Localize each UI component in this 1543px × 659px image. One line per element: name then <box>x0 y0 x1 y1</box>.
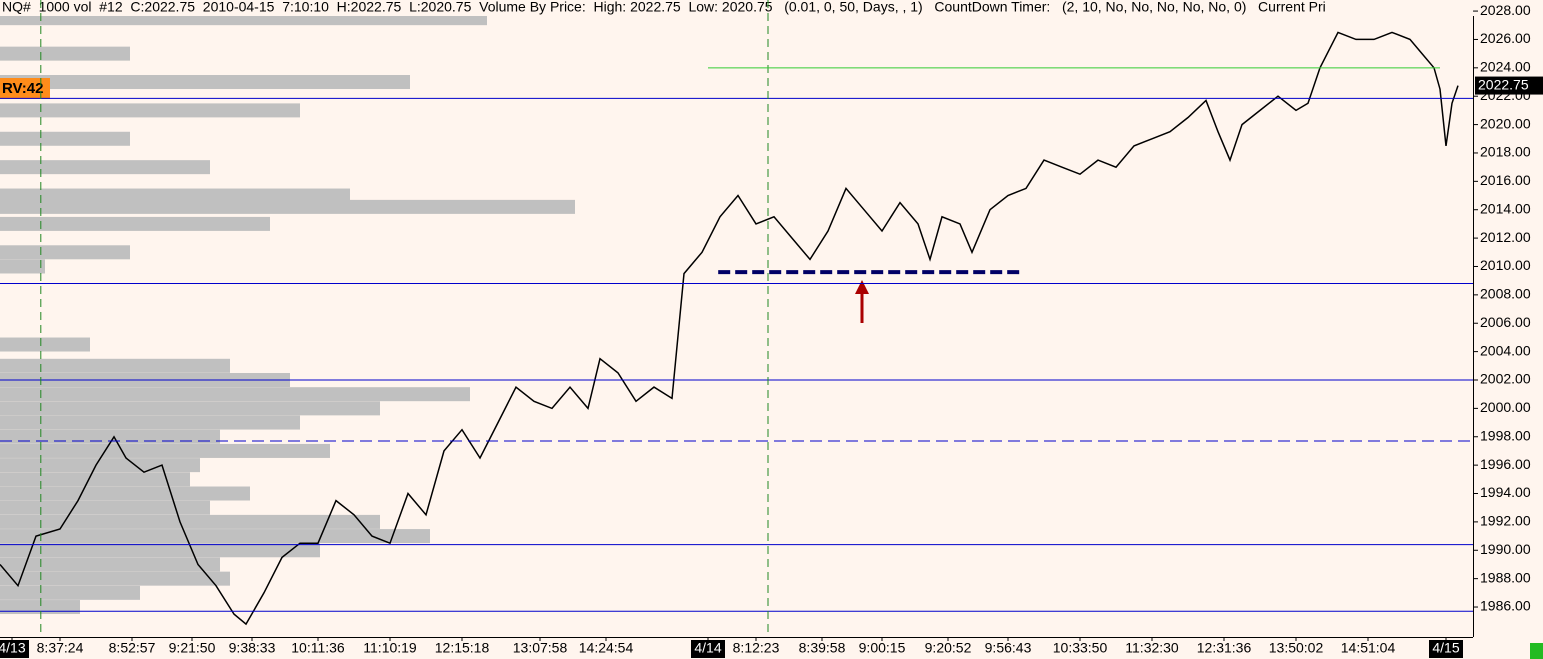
y-tick-label: 2010.00 <box>1480 257 1531 273</box>
profile-bar <box>0 429 220 444</box>
x-tick-label: 4/15 <box>1432 640 1459 656</box>
y-tick-label: 1996.00 <box>1480 456 1531 472</box>
x-tick-label: 12:15:18 <box>435 640 490 656</box>
profile-bar <box>0 585 140 600</box>
profile-bar <box>0 199 575 214</box>
y-tick-label: 2020.00 <box>1480 115 1531 131</box>
profile-bar <box>0 543 320 558</box>
profile-bar <box>0 529 430 544</box>
y-tick-label: 2006.00 <box>1480 314 1531 330</box>
x-tick-label: 12:31:36 <box>1197 640 1252 656</box>
date-box <box>691 640 725 658</box>
profile-bar <box>0 103 300 118</box>
profile-bar <box>0 188 350 203</box>
profile-bar <box>0 358 230 373</box>
rv-box <box>0 78 50 99</box>
date-box <box>0 640 29 658</box>
profile-bar <box>0 245 130 260</box>
y-tick-label: 2002.00 <box>1480 371 1531 387</box>
x-tick-label: 9:38:33 <box>229 640 276 656</box>
profile-bar <box>0 160 210 175</box>
x-tick-label: 11:10:19 <box>363 640 417 656</box>
profile-bar <box>0 486 250 501</box>
header-bg <box>0 0 1480 16</box>
y-tick-label: 2000.00 <box>1480 399 1531 415</box>
x-tick-label: 4/14 <box>694 640 721 656</box>
profile-bar <box>0 387 470 402</box>
profile-bar <box>0 500 210 515</box>
y-tick-label: 1992.00 <box>1480 513 1531 529</box>
y-tick-label: 2026.00 <box>1480 30 1531 46</box>
y-tick-label: 1994.00 <box>1480 484 1531 500</box>
x-tick-label: 13:50:02 <box>1269 640 1324 656</box>
price-tag: 2022.75 <box>1478 76 1529 92</box>
x-tick-label: 10:11:36 <box>291 640 345 656</box>
y-tick-label: 1986.00 <box>1480 598 1531 614</box>
x-tick-label: 11:32:30 <box>1125 640 1179 656</box>
x-tick-label: 8:52:57 <box>109 640 156 656</box>
rv-label: RV:42 <box>2 80 43 97</box>
profile-bar <box>0 514 380 529</box>
y-tick-label: 1990.00 <box>1480 541 1531 557</box>
y-tick-label: 2004.00 <box>1480 342 1531 358</box>
profile-bar <box>0 415 300 430</box>
profile-bar <box>0 259 45 274</box>
y-tick-label: 2016.00 <box>1480 172 1531 188</box>
y-tick-label: 2012.00 <box>1480 229 1531 245</box>
profile-bar <box>0 46 130 61</box>
x-tick-label: 4/13 <box>0 640 26 656</box>
x-tick-label: 10:33:50 <box>1053 640 1108 656</box>
y-tick-label: 2028.00 <box>1480 2 1531 18</box>
x-tick-label: 8:37:24 <box>37 640 84 656</box>
y-tick-label: 2008.00 <box>1480 286 1531 302</box>
date-box <box>1429 640 1463 658</box>
x-tick-label: 8:12:23 <box>733 640 780 656</box>
x-tick-label: 14:51:04 <box>1341 640 1396 656</box>
profile-bar <box>0 600 80 615</box>
x-tick-label: 13:07:58 <box>513 640 568 656</box>
x-tick-label: 9:20:52 <box>925 640 972 656</box>
y-tick-label: 2024.00 <box>1480 59 1531 75</box>
x-tick-label: 8:39:58 <box>799 640 846 656</box>
status-box <box>1530 643 1543 659</box>
profile-bar <box>0 458 200 473</box>
arrow-head <box>855 280 869 294</box>
profile-bar <box>0 472 190 487</box>
profile-bar <box>0 75 410 90</box>
profile-bar <box>0 571 230 586</box>
profile-bar <box>0 131 130 146</box>
price-tag-box <box>1475 76 1543 95</box>
profile-bar <box>0 401 380 416</box>
profile-bar <box>0 443 330 458</box>
y-tick-label: 1988.00 <box>1480 569 1531 585</box>
y-tick-label: 2014.00 <box>1480 200 1531 216</box>
profile-bar <box>0 557 220 572</box>
header: NQ# 1000 vol #12 C:2022.75 2010-04-15 7:… <box>2 0 1326 15</box>
x-tick-label: 9:00:15 <box>859 640 906 656</box>
x-tick-label: 9:21:50 <box>169 640 216 656</box>
profile-bar <box>0 337 90 352</box>
price-line <box>0 31 1459 626</box>
x-tick-label: 9:56:43 <box>985 640 1032 656</box>
profile-bar <box>0 216 270 231</box>
y-tick-label: 2018.00 <box>1480 144 1531 160</box>
x-tick-label: 14:24:54 <box>579 640 634 656</box>
y-tick-label: 1998.00 <box>1480 427 1531 443</box>
